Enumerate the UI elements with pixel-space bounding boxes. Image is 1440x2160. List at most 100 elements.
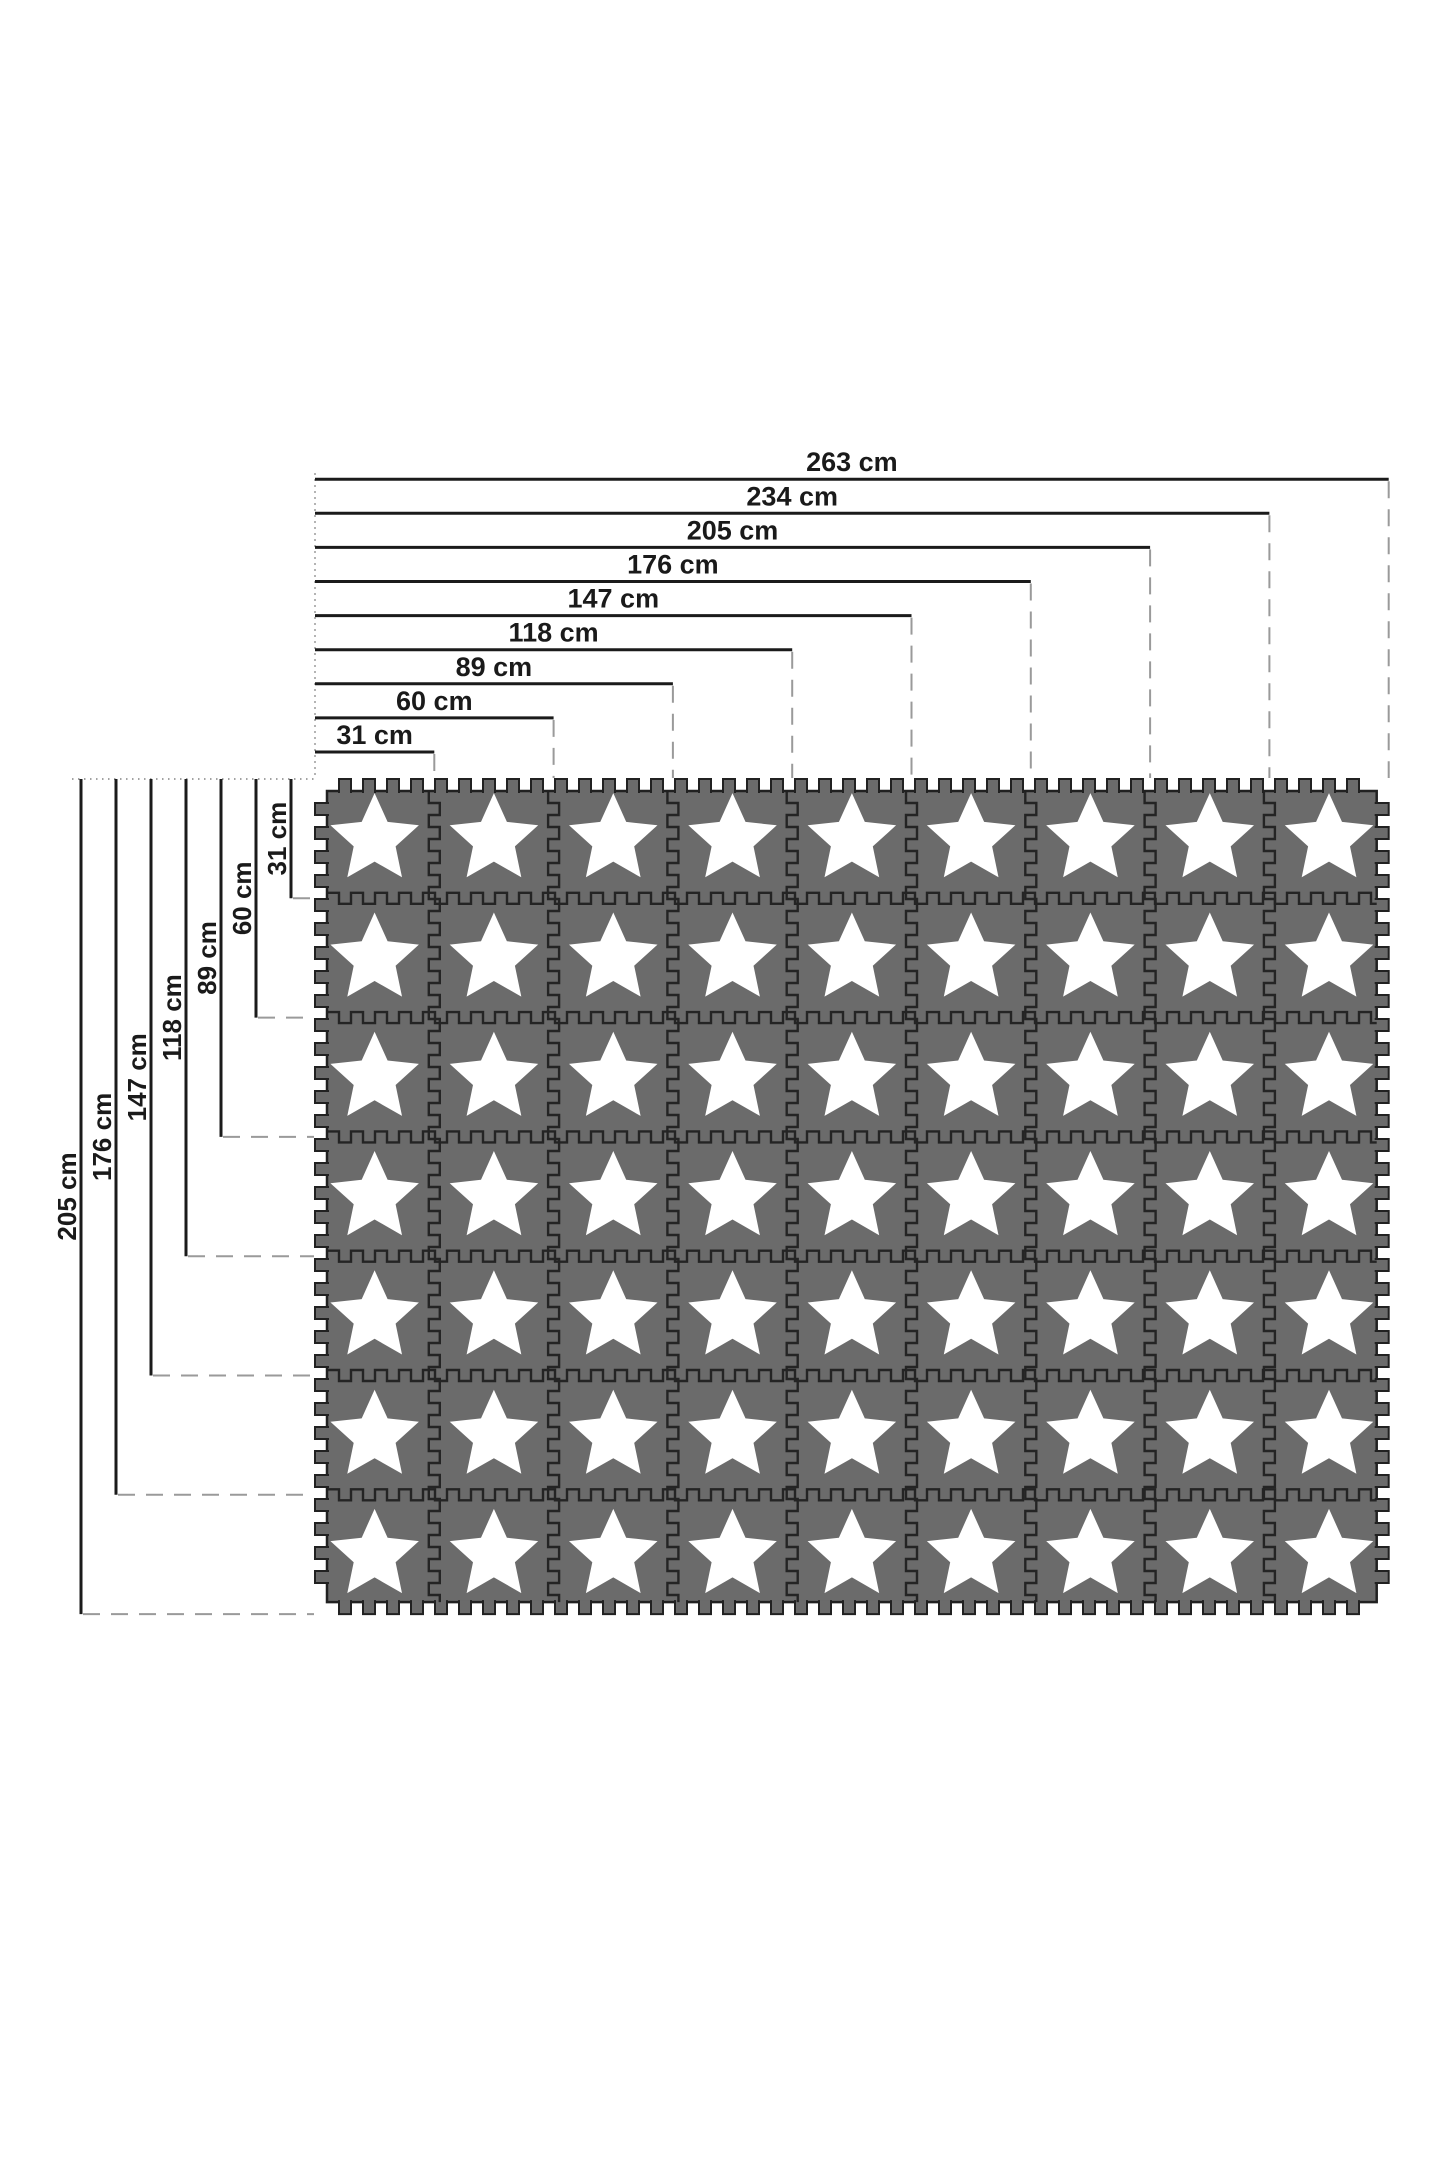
tooth-right: [1374, 802, 1390, 816]
left-dimension-label: 31 cm: [262, 802, 292, 876]
tooth-top: [458, 778, 472, 793]
star-icon: [449, 1031, 539, 1116]
tooth-bottom: [650, 1600, 664, 1616]
top-dimension: 263 cm: [315, 447, 1389, 481]
tooth-right: [1374, 1258, 1390, 1272]
tooth-left: [314, 922, 329, 936]
tile-seam-vertical: [427, 791, 441, 1603]
tile-seam-horizontal: [327, 1010, 1377, 1025]
star-icon: [1046, 1508, 1135, 1594]
top-dimension: 118 cm: [315, 618, 793, 652]
tooth-left: [314, 1474, 329, 1488]
tooth-right: [1374, 1282, 1390, 1296]
tooth-bottom: [866, 1600, 880, 1616]
tooth-bottom: [506, 1600, 520, 1616]
tooth-right: [1374, 922, 1390, 936]
left-dimension-label: 176 cm: [87, 1093, 117, 1181]
tooth-top: [434, 778, 448, 793]
left-dimension: 31 cm: [262, 779, 293, 899]
left-dimension-label: 118 cm: [157, 974, 187, 1061]
tooth-top: [602, 778, 616, 793]
tooth-right: [1374, 1018, 1390, 1032]
mat-edge-teeth: [314, 778, 1390, 1616]
top-dimension-label: 176 cm: [627, 550, 719, 580]
tooth-top: [770, 778, 784, 793]
tooth-right: [1374, 1546, 1390, 1560]
tooth-top: [1130, 778, 1144, 793]
tooth-top: [626, 778, 640, 793]
tooth-bottom: [1082, 1600, 1096, 1616]
tooth-bottom: [434, 1600, 448, 1616]
tooth-top: [482, 778, 496, 793]
top-dimension: 176 cm: [315, 550, 1031, 583]
star-icon: [1165, 912, 1254, 997]
tooth-bottom: [362, 1600, 376, 1616]
tooth-left: [314, 1426, 329, 1440]
tooth-left: [314, 1402, 329, 1416]
left-dimension-label: 205 cm: [52, 1152, 82, 1240]
tooth-right: [1374, 826, 1390, 840]
tooth-left: [314, 1282, 329, 1296]
tooth-top: [1154, 778, 1168, 793]
tooth-right: [1374, 898, 1390, 912]
star-icon: [926, 912, 1016, 997]
tooth-left: [314, 1210, 329, 1224]
tooth-top: [1058, 778, 1072, 793]
tooth-top: [386, 778, 400, 793]
top-dimension: 31 cm: [315, 720, 435, 754]
star-icon: [330, 1389, 419, 1474]
tile-seam-horizontal: [327, 891, 1377, 905]
top-dimension-label: 118 cm: [509, 618, 599, 648]
top-dimension: 60 cm: [315, 686, 554, 720]
tooth-left: [314, 1546, 329, 1560]
tile-seam-vertical: [785, 791, 799, 1603]
tooth-right: [1374, 1378, 1390, 1392]
top-dimension-label: 205 cm: [687, 515, 779, 545]
star-icon: [330, 912, 419, 997]
tooth-bottom: [458, 1600, 472, 1616]
tooth-bottom: [1034, 1600, 1048, 1616]
star-icon: [569, 1031, 658, 1116]
left-dimension: 89 cm: [192, 779, 223, 1137]
tooth-left: [314, 1570, 329, 1584]
tooth-bottom: [938, 1600, 952, 1616]
left-dimension-label: 147 cm: [122, 1033, 152, 1121]
tooth-right: [1374, 1474, 1390, 1488]
tooth-right: [1374, 850, 1390, 864]
tooth-right: [1374, 1090, 1390, 1104]
tooth-left: [314, 1498, 329, 1512]
tile-seam-horizontal: [327, 1368, 1377, 1383]
star-icon: [569, 912, 658, 997]
tooth-bottom: [1298, 1600, 1312, 1616]
star-icon: [1284, 1270, 1374, 1355]
star-icon: [449, 912, 539, 997]
tooth-right: [1374, 1066, 1390, 1080]
top-dimension-label: 147 cm: [568, 584, 660, 614]
tooth-left: [314, 1066, 329, 1080]
star-icon: [1046, 1270, 1135, 1355]
tooth-right: [1374, 1210, 1390, 1224]
tooth-left: [314, 1138, 329, 1152]
star-icon: [449, 1389, 539, 1474]
tooth-top: [722, 778, 736, 793]
tooth-bottom: [746, 1600, 760, 1616]
tooth-top: [866, 778, 880, 793]
star-icon: [926, 793, 1016, 878]
star-icon: [330, 793, 419, 878]
star-icon: [330, 1031, 419, 1116]
star-icon: [1046, 912, 1135, 997]
tooth-top: [1034, 778, 1048, 793]
tile-seam-vertical: [1262, 791, 1277, 1603]
star-icon: [569, 1389, 658, 1474]
tooth-left: [314, 1450, 329, 1464]
top-dimension-label: 234 cm: [746, 481, 838, 511]
tooth-bottom: [1178, 1600, 1192, 1616]
tooth-left: [314, 802, 329, 816]
star-icon: [1284, 1151, 1374, 1236]
tile-seam-horizontal: [327, 1488, 1377, 1502]
tooth-top: [938, 778, 952, 793]
tooth-right: [1374, 1426, 1390, 1440]
star-icon: [1284, 1389, 1374, 1474]
